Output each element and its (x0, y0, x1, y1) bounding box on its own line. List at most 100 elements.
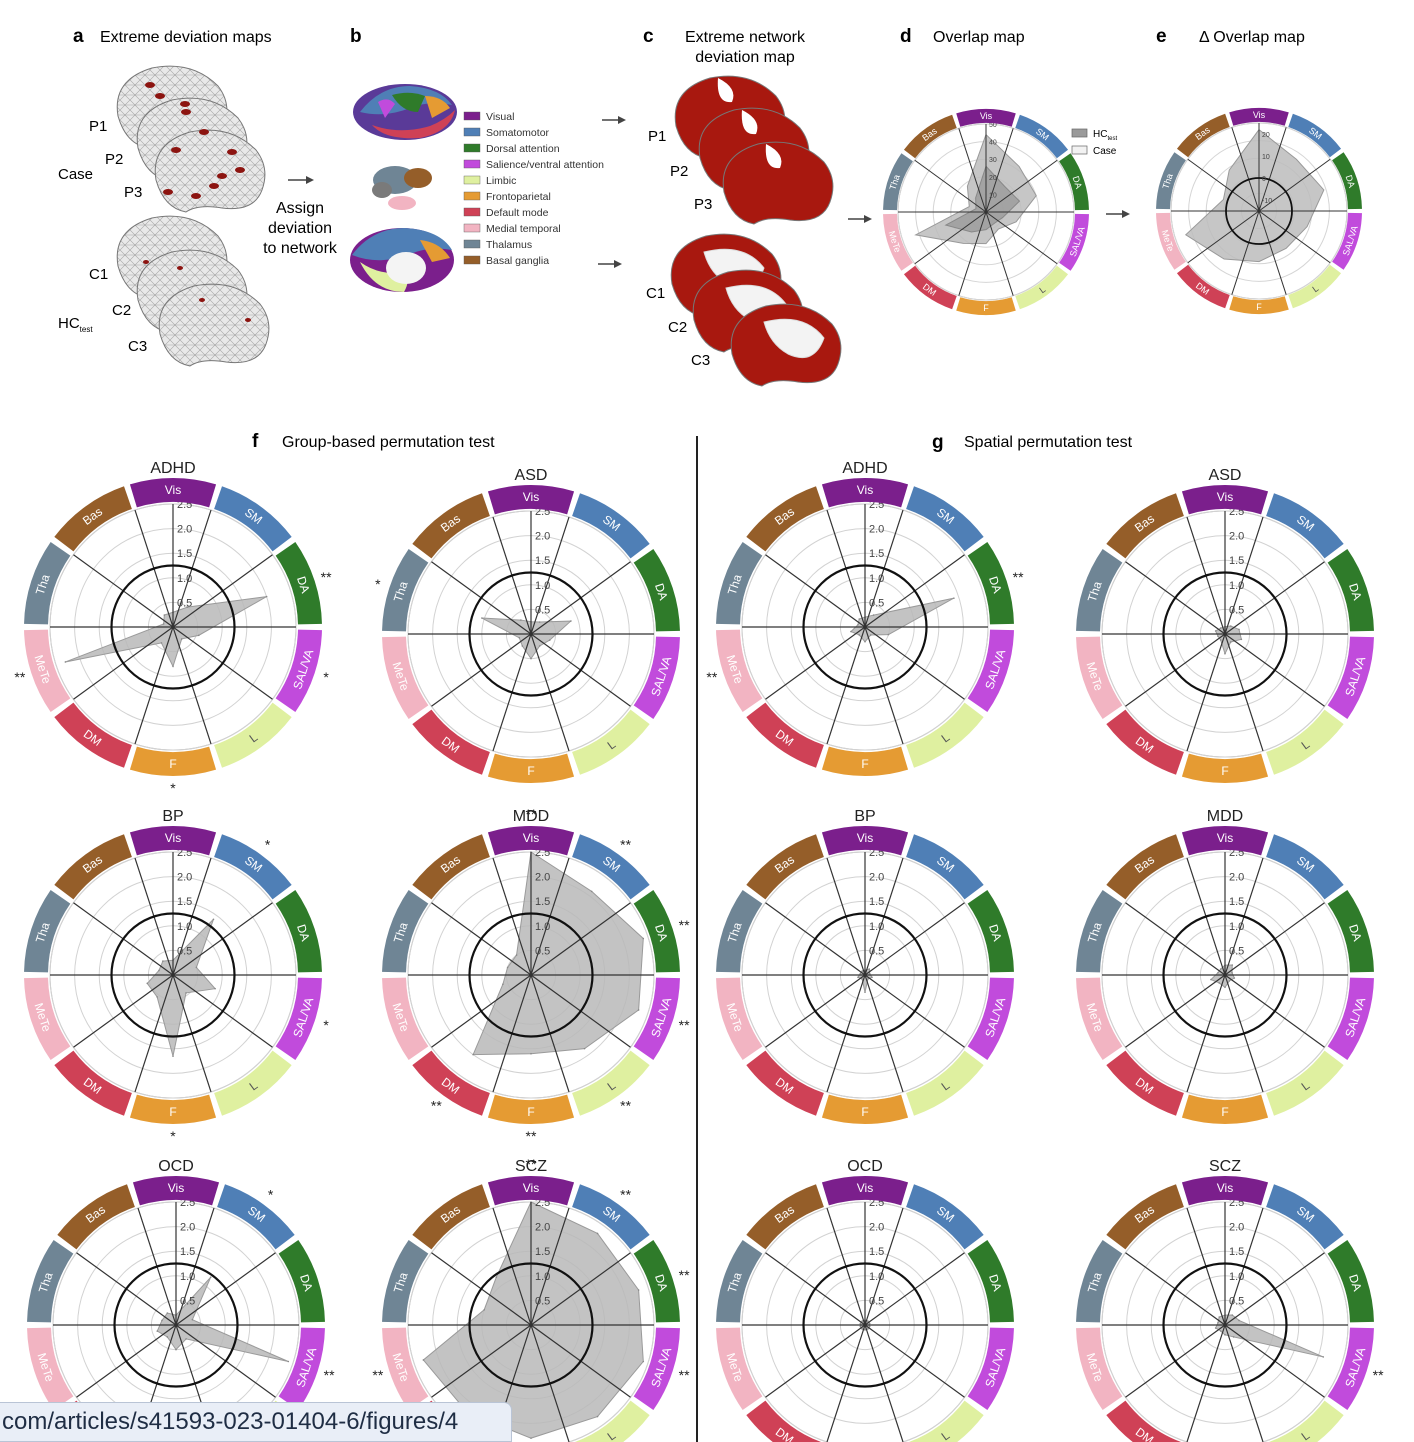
hc-label: HCtest (58, 315, 93, 334)
radar-ring-label-0: Vis (1217, 831, 1233, 845)
panel-d-title: Overlap map (933, 29, 1025, 46)
radar-tick-3: 1.0 (535, 921, 550, 933)
radar-tick-3: 1.0 (1229, 921, 1244, 933)
radar-tick-4: 0.5 (869, 945, 884, 957)
radar-f-adhd: ADHD2.52.01.51.00.5VisSMDASAL/VALFDMMeTe… (14, 460, 332, 796)
legend-label-7: Medial temporal (486, 223, 561, 235)
radar-data-point-4 (870, 634, 872, 636)
url-tooltip[interactable]: com/articles/s41593-023-01404-6/figures/… (0, 1402, 512, 1442)
radar-data-point-7 (1217, 635, 1219, 637)
panel-b: b VisualSomatomotorDorsal attentionSalie… (350, 26, 604, 292)
radar-data-point-4 (1233, 1336, 1235, 1338)
radar-tick-2: 1.5 (869, 548, 884, 560)
overlap-tick-4: 10 (989, 192, 997, 199)
panel-c: c Extreme network deviation map P1 P2 P3… (643, 26, 841, 386)
radar-data-point-7 (156, 1330, 158, 1332)
radar-tick-1: 2.0 (535, 1222, 550, 1234)
radar-title: ASD (1209, 467, 1242, 484)
radar-g-adhd: ADHD2.52.01.51.00.5VisSMDASAL/VALFDMMeTe… (706, 460, 1024, 776)
radar-data-point-8 (1217, 972, 1219, 974)
radar-tick-3: 1.0 (535, 580, 550, 592)
c3-label: C3 (128, 338, 147, 355)
significance-marker-1: ** (620, 1187, 631, 1203)
radar-data-point-2 (869, 1323, 871, 1325)
deviation-spot-6 (163, 189, 173, 195)
radar-data-point-4 (181, 638, 183, 640)
deviation-spot-10 (171, 147, 181, 153)
significance-marker-0: ** (526, 1156, 537, 1172)
legend-label-6: Default mode (486, 207, 549, 219)
radar-f-ocd: OCD2.52.01.51.00.5VisSMDASAL/VALFDMMeTeT… (27, 1158, 335, 1442)
radar-data-point-7 (857, 976, 859, 978)
c2-label: C2 (112, 302, 131, 319)
significance-marker-1: * (265, 837, 271, 853)
legend-swatch-3 (464, 160, 480, 168)
radar-data-point-4 (584, 1048, 586, 1050)
radar-data-point-6 (861, 1328, 863, 1330)
panel-c-title-2: deviation map (695, 49, 795, 66)
radar-tick-4: 0.5 (535, 1295, 550, 1307)
significance-marker-3: * (323, 669, 329, 685)
legend-swatch-4 (464, 176, 480, 184)
radar-tick-2: 1.5 (1229, 555, 1244, 567)
radar-data-point-7 (850, 631, 852, 633)
radar-tick-1: 2.0 (535, 531, 550, 543)
assign-line-3: to network (263, 240, 338, 257)
panel-g-title: Spatial permutation test (964, 434, 1133, 451)
significance-marker-7: ** (372, 1367, 383, 1383)
legend-swatch-5 (464, 192, 480, 200)
significance-marker-3: ** (324, 1367, 335, 1383)
radar-data-point-5 (175, 1349, 177, 1351)
legend-label-4: Limbic (486, 175, 516, 187)
radar-data-point-3 (643, 1361, 645, 1363)
parcellation-brain-lateral (353, 84, 457, 140)
radar-data-point-2 (1238, 1320, 1240, 1322)
deviation-spot-1 (155, 93, 165, 99)
legend-case-label: Case (1093, 146, 1117, 157)
radar-tick-2: 1.5 (1229, 896, 1244, 908)
radar-data-point-2 (266, 596, 268, 598)
radar-data-point-2 (869, 973, 871, 975)
radar-data-point-9 (1218, 1316, 1220, 1318)
radar-tick-4: 0.5 (177, 597, 192, 609)
significance-marker-2: ** (679, 1267, 690, 1283)
radar-data-point-9 (495, 1276, 497, 1278)
radar-ring-label-5: F (527, 764, 534, 778)
legend-swatch-6 (464, 208, 480, 216)
radar-data-point-8 (1217, 1322, 1219, 1324)
radar-tick-2: 1.5 (869, 1246, 884, 1258)
panel-letter-c: c (643, 26, 654, 47)
radar-ring-label-5: F (861, 757, 868, 771)
significance-marker-4: ** (620, 1097, 631, 1113)
significance-marker-1: ** (620, 837, 631, 853)
radar-title: MDD (1207, 808, 1243, 825)
radar-tick-1: 2.0 (177, 524, 192, 536)
radar-data-point-9 (1220, 968, 1222, 970)
assign-line-1: Assign (276, 200, 324, 217)
significance-marker-3: ** (1373, 1367, 1384, 1383)
radar-tick-4: 0.5 (535, 604, 550, 616)
radar-data-point-7 (1210, 979, 1212, 981)
radar-data-point-5 (864, 1329, 866, 1331)
radar-title: ASD (515, 467, 548, 484)
arrow-d-to-e (1106, 210, 1130, 218)
radar-data-point-8 (158, 970, 160, 972)
radar-data-point-1 (210, 1276, 212, 1278)
legend-label-5: Frontoparietal (486, 191, 551, 203)
significance-marker-0: ** (526, 806, 537, 822)
radar-tick-2: 1.5 (535, 896, 550, 908)
legend-swatch-1 (464, 128, 480, 136)
c-c2-label: C2 (668, 319, 687, 336)
radar-tick-4: 0.5 (1229, 604, 1244, 616)
deviation-spot-3 (199, 129, 209, 135)
radar-f-bp: BP2.52.01.51.00.5VisSMDASAL/VALFDMMeTeTh… (24, 808, 329, 1144)
radar-tick-1: 2.0 (177, 872, 192, 884)
radar-ring-label-5: F (1221, 1105, 1228, 1119)
radar-data-point-3 (1241, 639, 1243, 641)
network-brain-maps (671, 76, 841, 386)
radar-data-point-4 (597, 1416, 599, 1418)
radar-data-point-4 (1230, 641, 1232, 643)
radar-data-point-7 (519, 637, 521, 639)
radar-data-point-8 (857, 624, 859, 626)
radar-ring-label-5: F (169, 757, 176, 771)
